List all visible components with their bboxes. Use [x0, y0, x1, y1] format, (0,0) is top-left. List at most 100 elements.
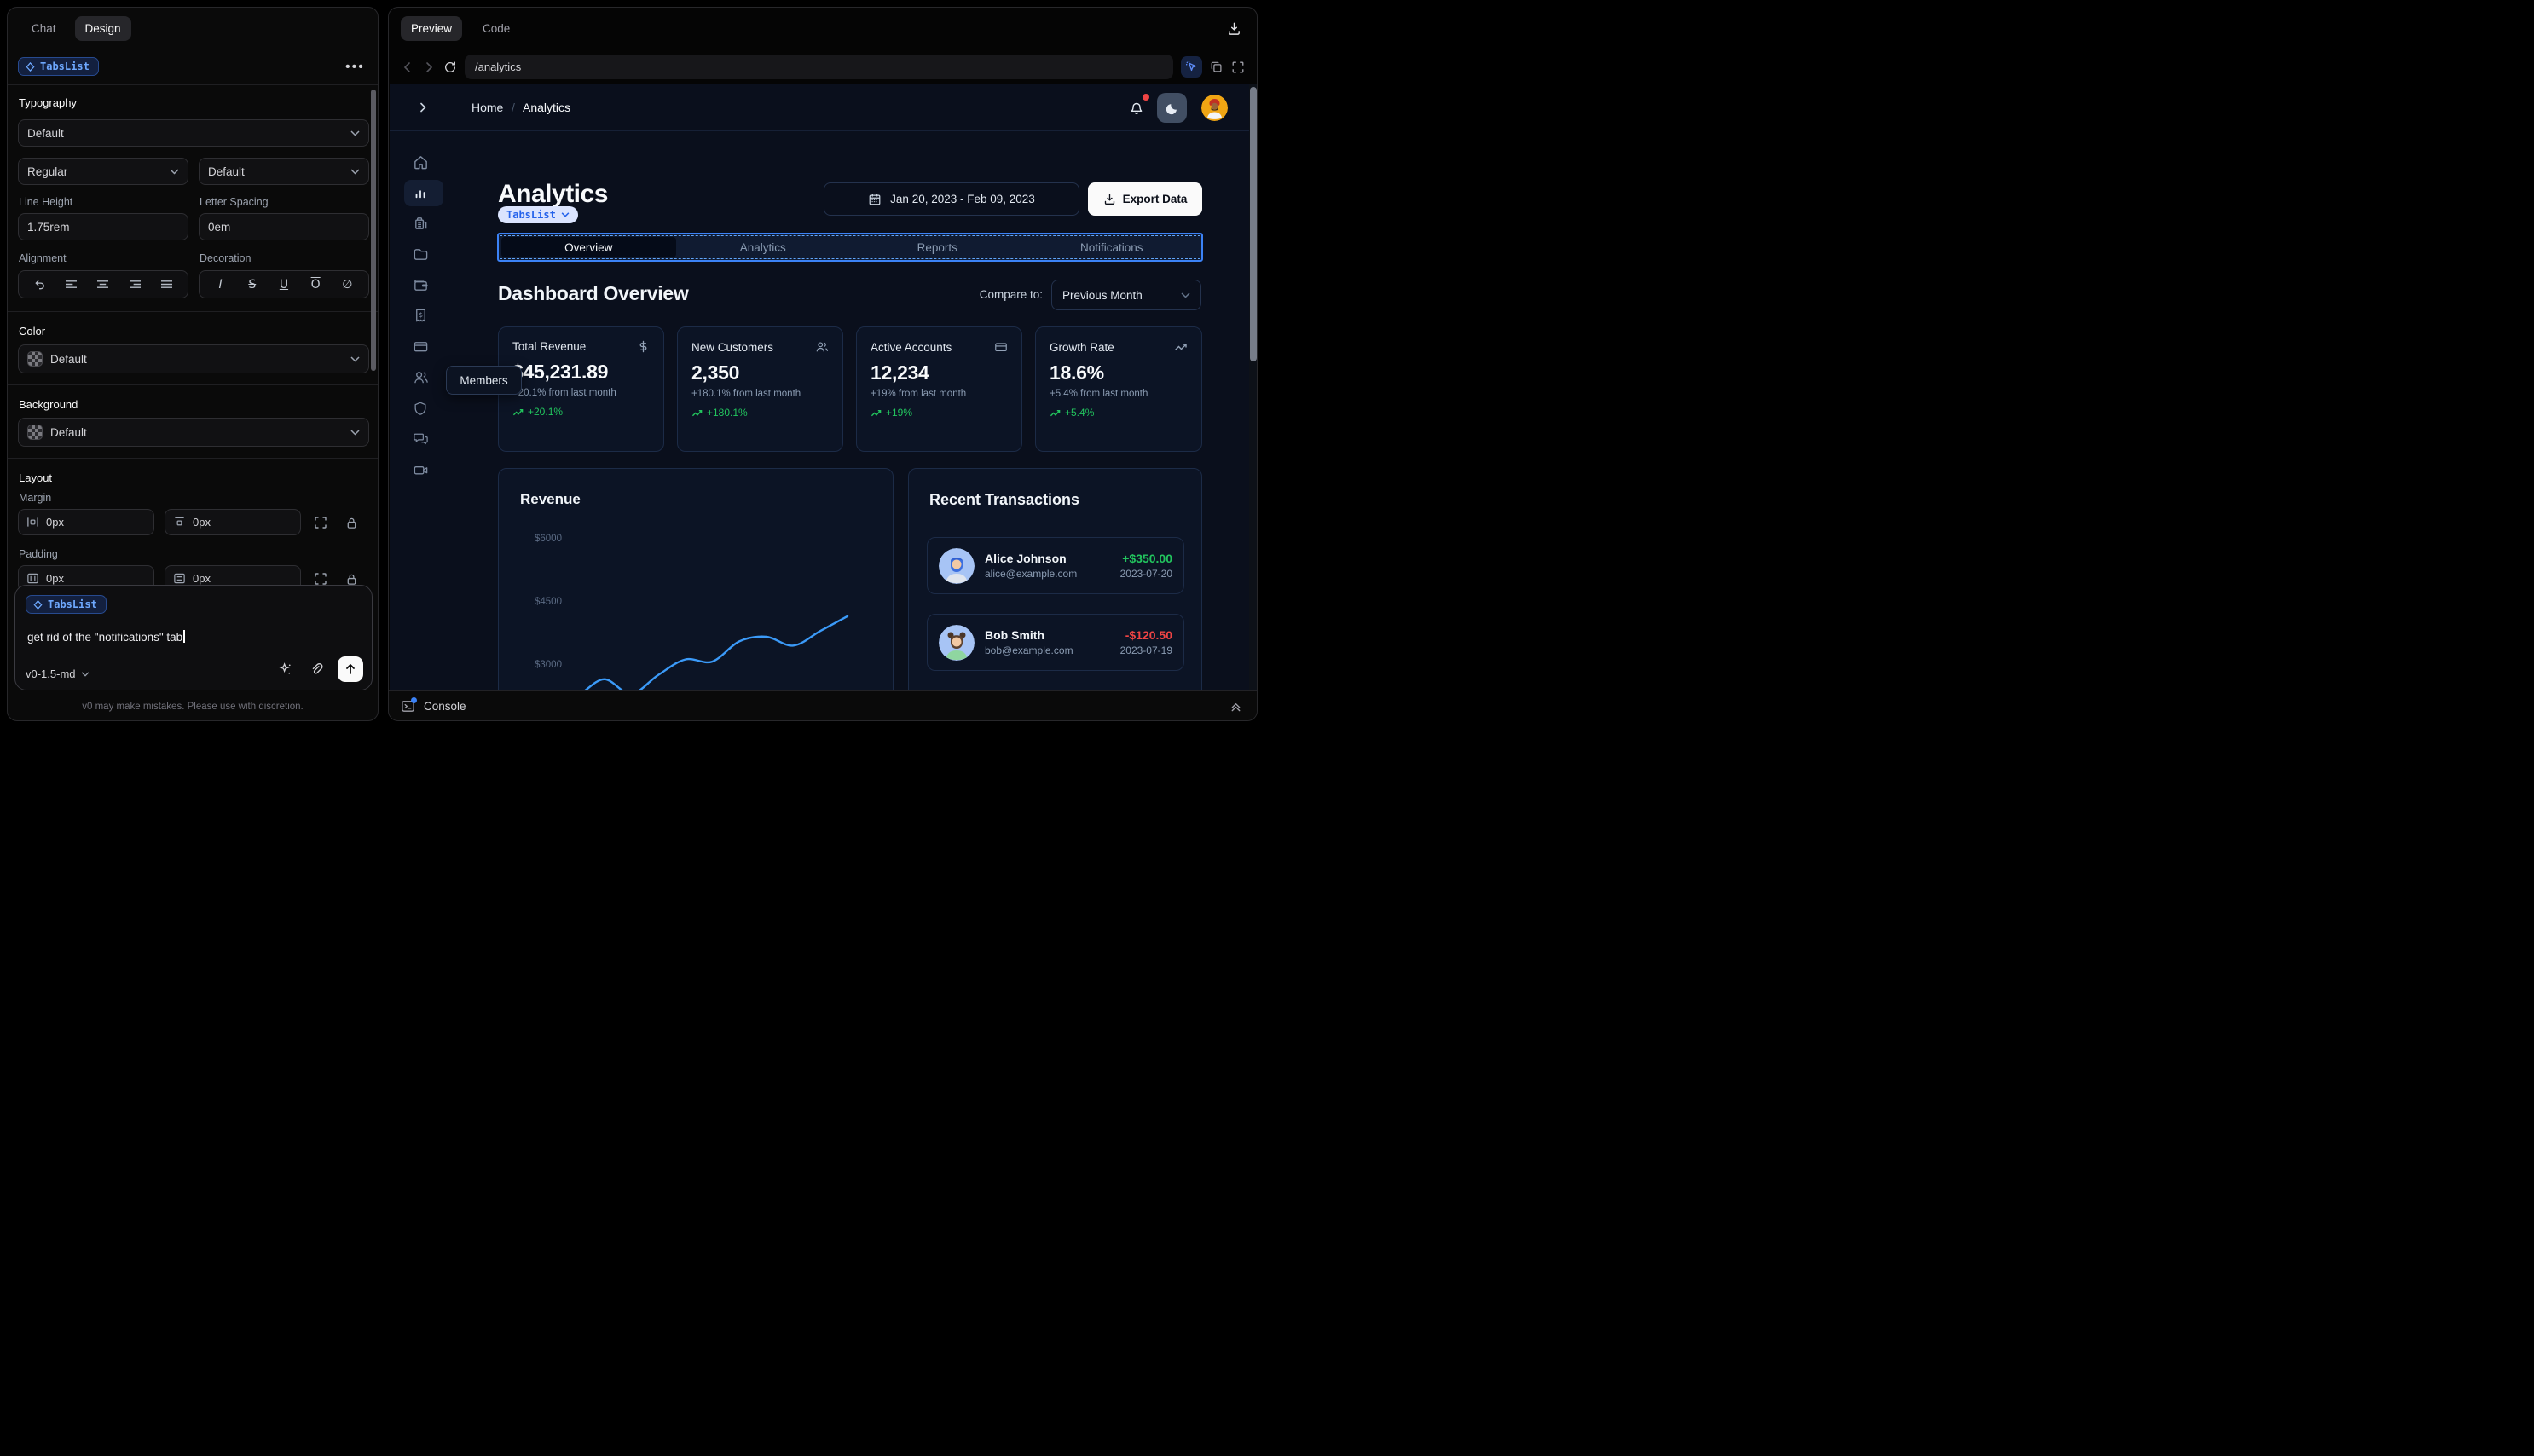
- enhance-prompt-icon[interactable]: [276, 660, 295, 679]
- tab-overview[interactable]: Overview: [501, 237, 676, 257]
- scrollbar-track[interactable]: [1249, 84, 1257, 692]
- italic-icon[interactable]: I: [218, 277, 223, 292]
- panel-scrollbar[interactable]: [371, 90, 376, 371]
- align-left-icon[interactable]: [62, 275, 81, 294]
- tab-chat[interactable]: Chat: [32, 21, 56, 35]
- color-select[interactable]: Default: [18, 344, 369, 373]
- sidebar-video-icon[interactable]: [410, 459, 431, 480]
- forward-icon[interactable]: [422, 61, 436, 74]
- component-tag-pill[interactable]: TabsList: [498, 206, 578, 223]
- y-axis-tick: $3000: [535, 660, 562, 670]
- font-size-select[interactable]: Default: [199, 158, 369, 185]
- margin-lock-icon[interactable]: [342, 513, 361, 532]
- tab-design[interactable]: Design: [74, 15, 131, 41]
- scrollbar-thumb[interactable]: [1250, 87, 1257, 361]
- transaction-row[interactable]: Bob Smith bob@example.com -$120.50 2023-…: [927, 614, 1184, 671]
- line-height-input[interactable]: 1.75rem: [18, 213, 188, 240]
- attachment-icon[interactable]: [307, 660, 326, 679]
- trending-up-icon: [691, 409, 703, 416]
- margin-x-input[interactable]: 0px: [18, 509, 154, 535]
- revenue-line-chart: [581, 615, 849, 692]
- align-center-icon[interactable]: [94, 275, 113, 294]
- margin-y-input[interactable]: 0px: [165, 509, 301, 535]
- back-icon[interactable]: [401, 61, 414, 74]
- download-icon[interactable]: [1224, 19, 1243, 38]
- sidebar-analytics-icon[interactable]: [410, 182, 431, 203]
- tab-preview[interactable]: Preview: [401, 15, 463, 41]
- sidebar-security-icon[interactable]: [410, 398, 431, 419]
- tab-reports[interactable]: Reports: [917, 240, 957, 254]
- sidebar-credit-card-icon[interactable]: [410, 336, 431, 356]
- sidebar-members-icon[interactable]: [410, 367, 431, 387]
- underline-icon[interactable]: U: [279, 277, 289, 292]
- more-options-button[interactable]: •••: [345, 60, 365, 74]
- preview-toolbar: /analytics: [389, 49, 1257, 84]
- typography-heading: Typography: [19, 96, 77, 109]
- letter-spacing-input[interactable]: 0em: [199, 213, 369, 240]
- section-heading: Dashboard Overview: [498, 282, 689, 304]
- fullscreen-icon[interactable]: [1231, 61, 1245, 74]
- preview-tab-bar: Preview Code: [389, 8, 1257, 49]
- selected-component-chip[interactable]: TabsList: [18, 57, 99, 76]
- tab-notifications[interactable]: Notifications: [1079, 240, 1143, 254]
- copy-icon[interactable]: [1210, 61, 1224, 74]
- tab-analytics[interactable]: Analytics: [739, 240, 786, 254]
- compare-select[interactable]: Previous Month: [1051, 280, 1201, 310]
- divider: [8, 458, 378, 459]
- color-heading: Color: [19, 325, 46, 338]
- font-family-select[interactable]: Default: [18, 119, 369, 147]
- divider: [8, 311, 378, 312]
- align-justify-icon[interactable]: [157, 275, 176, 294]
- user-avatar[interactable]: [1201, 95, 1228, 121]
- reset-alignment-icon[interactable]: [31, 275, 49, 294]
- chevron-down-icon: [561, 212, 570, 217]
- send-button[interactable]: [338, 656, 363, 682]
- text-cursor: [183, 630, 185, 643]
- y-axis-tick: $4500: [535, 597, 562, 607]
- sidebar-building-icon[interactable]: [410, 213, 431, 234]
- refresh-icon[interactable]: [443, 61, 457, 74]
- sidebar-toggle-icon[interactable]: [414, 98, 432, 117]
- diamond-icon: [33, 599, 43, 610]
- console-bar[interactable]: Console: [389, 690, 1257, 720]
- padding-horizontal-icon: [27, 573, 38, 584]
- padding-vertical-icon: [174, 573, 185, 584]
- dark-mode-toggle[interactable]: [1157, 93, 1187, 123]
- sidebar-folder-icon[interactable]: [410, 244, 431, 264]
- model-select[interactable]: v0-1.5-md: [26, 667, 90, 680]
- background-select[interactable]: Default: [18, 418, 369, 447]
- prompt-input[interactable]: get rid of the "notifications" tab: [27, 630, 185, 644]
- trending-up-icon: [871, 409, 882, 416]
- sidebar-messages-icon[interactable]: [410, 428, 431, 448]
- tab-code[interactable]: Code: [483, 21, 511, 35]
- padding-expand-icon[interactable]: [311, 569, 330, 588]
- strikethrough-icon[interactable]: S: [248, 277, 257, 292]
- transparent-swatch-icon: [27, 351, 43, 367]
- background-heading: Background: [19, 398, 78, 411]
- transaction-row[interactable]: Alice Johnson alice@example.com +$350.00…: [927, 537, 1184, 594]
- align-right-icon[interactable]: [125, 275, 144, 294]
- sidebar-home-icon[interactable]: [410, 152, 431, 172]
- inspect-pointer-icon[interactable]: [1181, 56, 1202, 78]
- breadcrumb-home[interactable]: Home: [472, 101, 504, 114]
- panel-tab-bar: Chat Design: [8, 8, 378, 49]
- url-input[interactable]: /analytics: [465, 55, 1173, 79]
- no-decoration-icon[interactable]: ∅: [342, 277, 353, 292]
- notifications-bell-icon[interactable]: [1125, 94, 1149, 120]
- overline-icon[interactable]: O: [310, 277, 321, 292]
- margin-expand-icon[interactable]: [311, 513, 330, 532]
- breadcrumb-current[interactable]: Analytics: [523, 101, 571, 114]
- composer-component-chip[interactable]: TabsList: [26, 595, 107, 614]
- padding-lock-icon[interactable]: [342, 569, 361, 588]
- margin-vertical-icon: [175, 517, 184, 526]
- page-title: Analytics: [498, 180, 608, 208]
- export-data-button[interactable]: Export Data: [1088, 182, 1202, 216]
- sidebar-wallet-icon[interactable]: [410, 274, 431, 295]
- transaction-amount: -$120.50: [1125, 628, 1172, 642]
- prompt-composer[interactable]: TabsList get rid of the "notifications" …: [14, 585, 373, 690]
- dollar-icon: [637, 340, 650, 353]
- sidebar-invoice-icon[interactable]: $: [410, 305, 431, 326]
- date-range-picker[interactable]: Jan 20, 2023 - Feb 09, 2023: [824, 182, 1079, 216]
- font-weight-select[interactable]: Regular: [18, 158, 188, 185]
- expand-console-icon[interactable]: [1226, 696, 1245, 715]
